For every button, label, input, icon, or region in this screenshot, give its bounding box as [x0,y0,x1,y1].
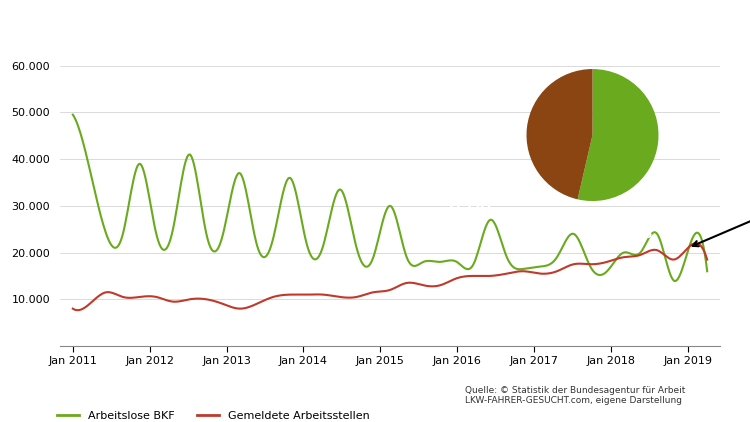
Legend: Arbeitslose BKF, Gemeldete Arbeitsstellen: Arbeitslose BKF, Gemeldete Arbeitsstelle… [53,407,374,422]
Text: 18.746: 18.746 [604,227,653,241]
Wedge shape [578,69,658,201]
Wedge shape [526,69,592,199]
Text: Quelle: © Statistik der Bundesagentur für Arbeit
LKW-FAHRER-GESUCHT.com, eigene : Quelle: © Statistik der Bundesagentur fü… [465,386,686,405]
Text: 21.681: 21.681 [445,203,493,216]
